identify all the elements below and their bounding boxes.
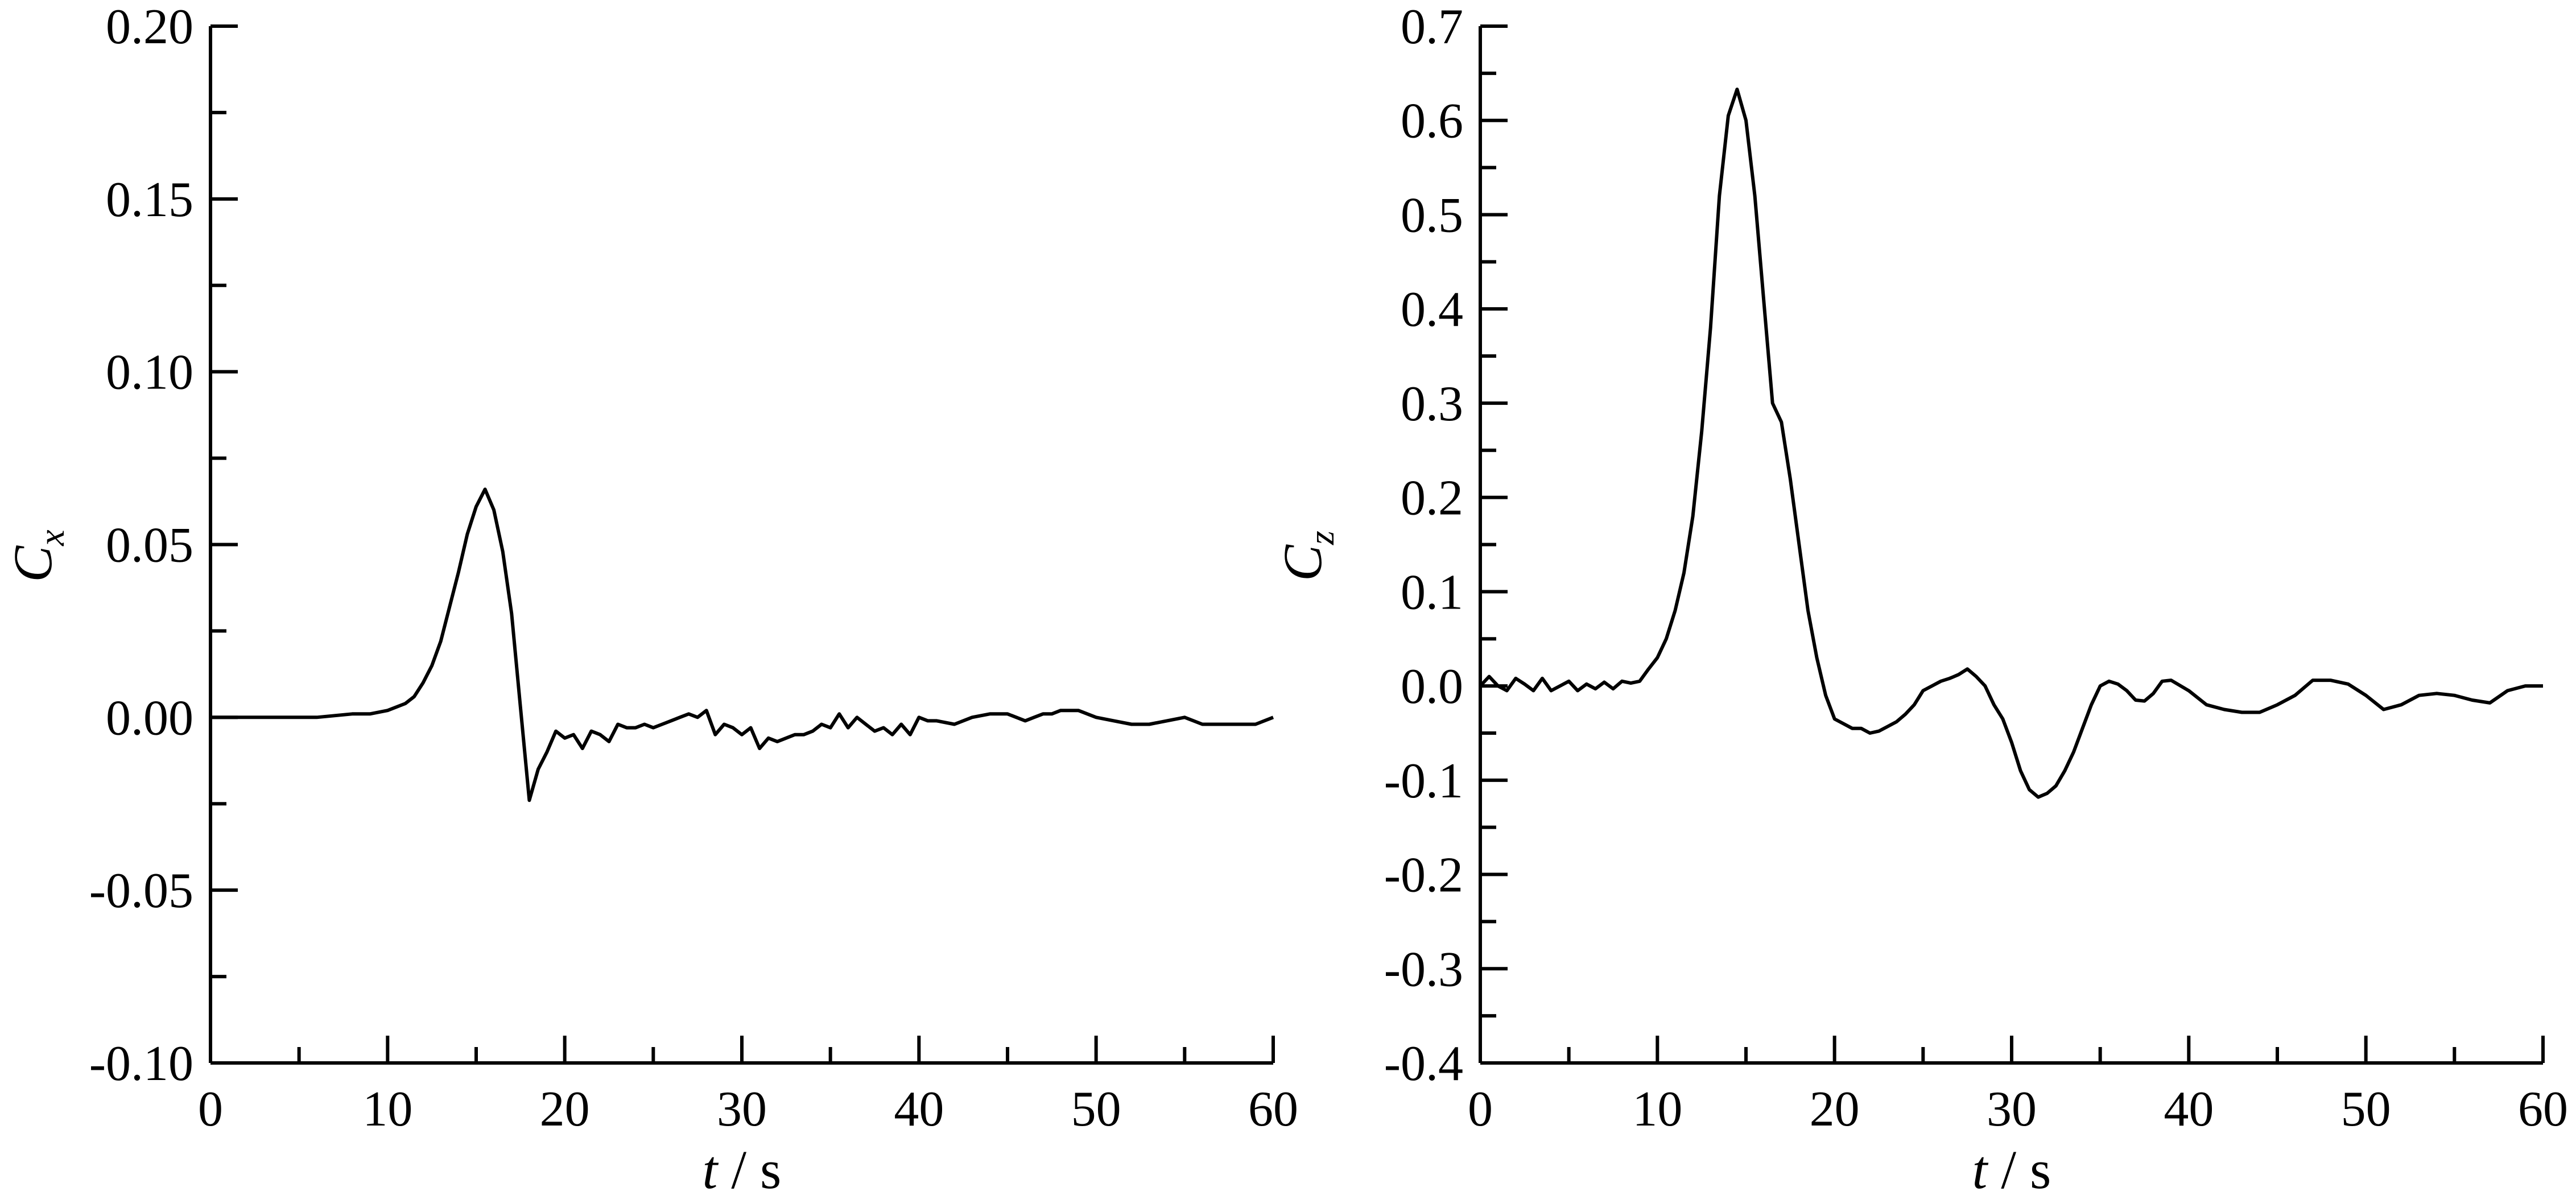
- y-tick-label: -0.2: [1384, 848, 1463, 903]
- y-tick-label: 0.3: [1401, 376, 1463, 432]
- y-axis-label: Cz: [1272, 531, 1341, 581]
- series-line-0: [1479, 88, 2543, 799]
- y-tick-label: 0.10: [106, 345, 193, 400]
- x-axis-label-var: t: [1972, 1139, 1989, 1200]
- chart-cx: 0.20 0.15 0.10 0.05 0.00 -0.05 -0.100 10 20 30 40 5…: [2, 0, 1298, 1200]
- y-tick-label: 0.7: [1401, 0, 1463, 55]
- y-axis-label-var: C: [1272, 544, 1333, 581]
- x-tick-label: 0: [198, 1082, 223, 1137]
- y-axis-label-subscript: z: [1301, 531, 1341, 545]
- y-tick-label: 0.5: [1401, 188, 1463, 243]
- series-line-0: [210, 487, 1274, 802]
- x-tick-label: 40: [894, 1082, 944, 1137]
- x-tick-label: 60: [1248, 1082, 1298, 1137]
- x-axis-label: t / s: [703, 1139, 782, 1200]
- y-tick-label: -0.05: [89, 863, 193, 918]
- x-tick-label: 0: [1468, 1082, 1493, 1137]
- x-axis-label-var: t: [703, 1139, 719, 1200]
- x-tick-label: 40: [2164, 1082, 2214, 1137]
- y-tick-label: 0.20: [106, 0, 193, 55]
- x-tick-label: 60: [2518, 1082, 2568, 1137]
- y-tick-label: 0.1: [1401, 565, 1463, 620]
- x-tick-label: 50: [2341, 1082, 2391, 1137]
- y-tick-label: 0.4: [1401, 282, 1463, 337]
- x-axis-label-unit: / s: [717, 1139, 781, 1200]
- chart-cz: 0.7 0.6 0.5 0.4 0.3 0.2 0.1 0.0 -0.1 -0.2 -0.3 -0.4…: [1272, 0, 2568, 1200]
- x-tick-label: 10: [362, 1082, 412, 1137]
- y-axis-label-subscript: x: [31, 529, 72, 546]
- y-axis-label: Cx: [2, 529, 72, 582]
- x-tick-label: 20: [1810, 1082, 1860, 1137]
- y-tick-label: 0.0: [1401, 659, 1463, 714]
- x-tick-label: 10: [1632, 1082, 1682, 1137]
- y-tick-label: -0.3: [1384, 942, 1463, 997]
- x-axis-label: t / s: [1972, 1139, 2051, 1200]
- y-tick-label: -0.4: [1384, 1036, 1463, 1091]
- y-axis-label-var: C: [2, 545, 63, 582]
- x-tick-label: 30: [717, 1082, 767, 1137]
- y-tick-label: 0.05: [106, 518, 193, 573]
- y-tick-label: 0.2: [1401, 471, 1463, 526]
- y-tick-label: -0.1: [1384, 754, 1463, 809]
- x-tick-label: 30: [1987, 1082, 2037, 1137]
- x-axis-label-unit: / s: [1987, 1139, 2051, 1200]
- y-tick-label: 0.15: [106, 172, 193, 227]
- y-tick-label: 0.00: [106, 690, 193, 746]
- x-tick-label: 50: [1071, 1082, 1121, 1137]
- y-tick-label: -0.10: [89, 1036, 193, 1091]
- y-tick-label: 0.6: [1401, 94, 1463, 149]
- x-tick-label: 20: [540, 1082, 590, 1137]
